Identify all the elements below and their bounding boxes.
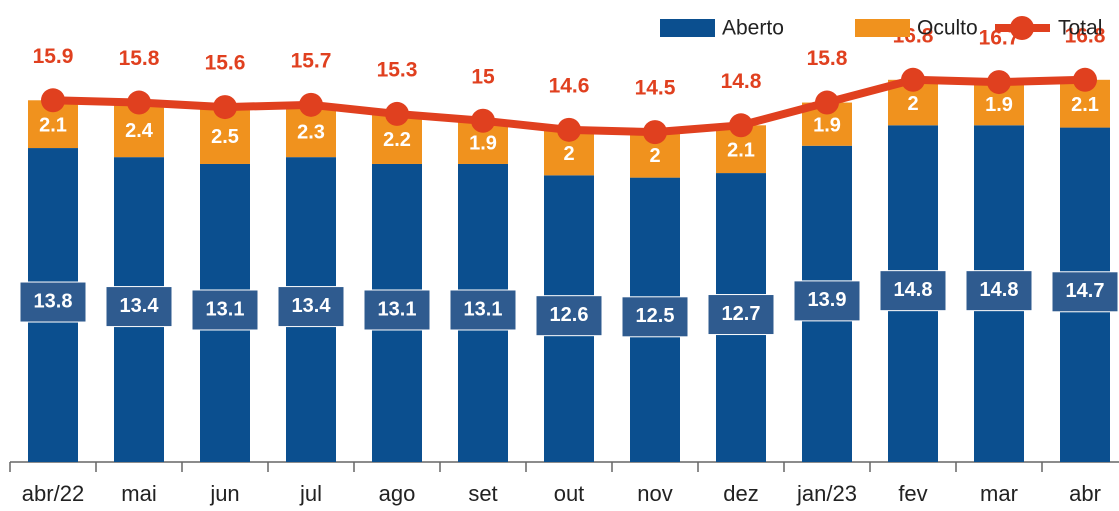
total-label: 15.3 <box>377 58 418 81</box>
total-label: 15 <box>471 65 495 88</box>
x-tick-label: nov <box>637 481 672 506</box>
line-point <box>987 70 1011 95</box>
legend-swatch <box>855 19 910 37</box>
x-tick-label: ago <box>379 481 416 506</box>
total-label: 15.6 <box>205 52 246 75</box>
line-point <box>901 67 925 92</box>
line-point <box>557 117 581 142</box>
value-label-box <box>707 294 775 336</box>
total-label: 16.7 <box>979 27 1020 50</box>
value-label: 13.9 <box>808 289 847 311</box>
x-tick-label: fev <box>898 481 927 506</box>
value-label: 2.3 <box>297 121 325 143</box>
legend-label: Oculto <box>917 17 978 40</box>
value-label: 2.1 <box>727 139 755 161</box>
value-label: 14.8 <box>894 279 933 301</box>
value-label: 1.9 <box>813 114 841 136</box>
value-label: 2.1 <box>1071 94 1099 116</box>
x-tick-label: abr <box>1069 481 1101 506</box>
value-label-box <box>879 270 947 312</box>
value-label-box <box>965 270 1033 312</box>
value-label: 2.5 <box>211 126 239 148</box>
value-label: 2.2 <box>383 129 411 151</box>
value-label-box <box>793 280 861 322</box>
line-point <box>213 95 237 120</box>
value-label: 13.1 <box>378 298 417 320</box>
value-label: 1.9 <box>469 133 497 155</box>
x-tick-label: mai <box>121 481 156 506</box>
x-tick-label: abr/22 <box>22 481 84 506</box>
total-label: 15.8 <box>119 47 160 70</box>
value-label: 2.4 <box>125 120 154 142</box>
value-label: 14.8 <box>980 279 1019 301</box>
line-point <box>385 101 409 126</box>
value-label: 2 <box>649 145 660 167</box>
x-tick-label: mar <box>980 481 1018 506</box>
value-label: 12.6 <box>550 304 589 326</box>
value-label-box <box>1051 271 1119 313</box>
total-label: 15.7 <box>291 49 332 72</box>
line-point <box>1073 67 1097 92</box>
value-label-box <box>105 286 173 328</box>
value-label-box <box>535 295 603 337</box>
value-label: 1.9 <box>985 94 1013 116</box>
value-label: 14.7 <box>1066 280 1105 302</box>
value-label-box <box>621 296 689 338</box>
line-point <box>729 113 753 138</box>
line-point <box>471 108 495 133</box>
total-label: 16.8 <box>1065 24 1106 47</box>
line-point <box>643 120 667 145</box>
legend-swatch <box>1010 16 1034 40</box>
value-label: 2 <box>907 93 918 115</box>
x-tick-label: dez <box>723 481 758 506</box>
legend-label: Total <box>1058 17 1102 40</box>
line-point <box>41 88 65 113</box>
legend-swatch <box>660 19 715 37</box>
value-label-box <box>449 289 517 331</box>
value-label: 2.1 <box>39 114 67 136</box>
line-point <box>815 90 839 115</box>
value-label: 12.7 <box>722 303 761 325</box>
value-label-box <box>277 286 345 328</box>
x-tick-label: set <box>468 481 497 506</box>
value-label: 13.1 <box>464 298 503 320</box>
value-label: 13.4 <box>120 295 160 317</box>
value-label: 2 <box>563 143 574 165</box>
value-label-box <box>19 281 87 323</box>
value-label: 13.1 <box>206 298 245 320</box>
total-label: 15.8 <box>807 47 848 70</box>
x-tick-label: jul <box>299 481 322 506</box>
x-tick-label: jun <box>209 481 239 506</box>
value-label: 13.4 <box>292 295 332 317</box>
legend-label: Aberto <box>722 17 784 40</box>
value-label: 12.5 <box>636 305 675 327</box>
total-label: 14.5 <box>635 77 676 100</box>
x-tick-label: out <box>554 481 585 506</box>
total-label: 14.6 <box>549 74 590 97</box>
line-point <box>299 92 323 117</box>
x-tick-label: jan/23 <box>796 481 857 506</box>
value-label-box <box>191 289 259 331</box>
value-label-box <box>363 289 431 331</box>
line-point <box>127 90 151 115</box>
value-label: 13.8 <box>34 290 73 312</box>
total-label: 15.9 <box>33 45 74 68</box>
total-label: 14.8 <box>721 70 762 93</box>
